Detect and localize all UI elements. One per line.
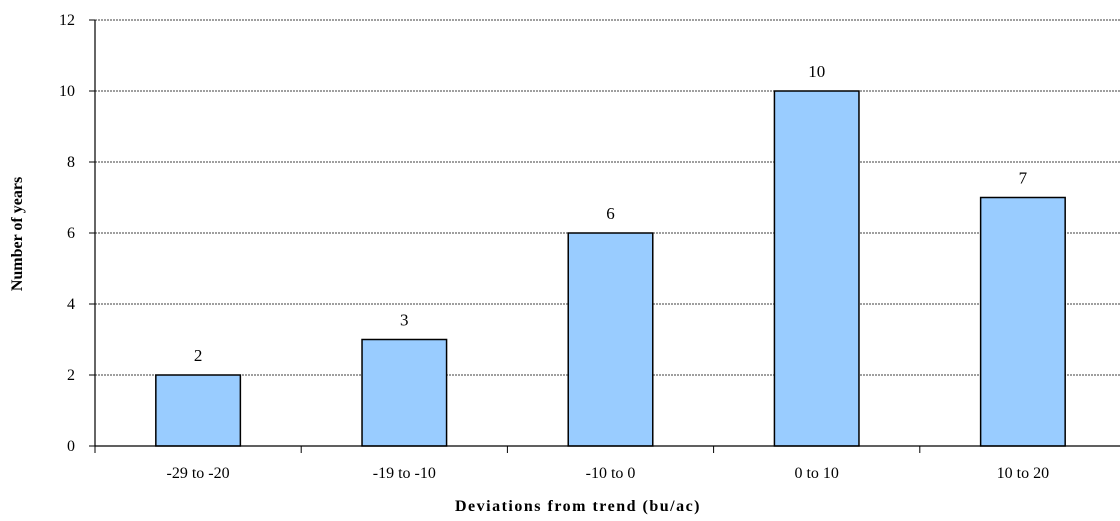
bar — [361, 338, 448, 447]
bars — [155, 90, 1066, 447]
gridlines — [95, 19, 1120, 376]
y-tick-label: 0 — [67, 438, 75, 455]
y-tick-label: 2 — [67, 367, 75, 384]
x-tick-label: 0 to 10 — [794, 465, 838, 482]
data-label: 7 — [1019, 169, 1028, 188]
bar — [155, 374, 242, 447]
y-tick-label: 10 — [59, 83, 75, 100]
x-tick-label: -19 to -10 — [373, 465, 436, 482]
x-tick-labels: -29 to -20 -19 to -10 -10 to 0 0 to 10 10 to… — [167, 465, 1050, 482]
data-label: 3 — [400, 311, 409, 330]
y-axis-title: Number of years — [9, 177, 26, 291]
bar — [567, 232, 654, 447]
y-tick-label: 12 — [59, 12, 75, 29]
data-label: 10 — [808, 62, 825, 81]
x-axis-title: Deviations from trend (bu/ac) — [455, 498, 701, 515]
y-tick-label: 6 — [67, 225, 75, 242]
data-label: 2 — [194, 346, 203, 365]
y-tick-label: 8 — [67, 154, 75, 171]
x-tick-label: -10 to 0 — [586, 465, 636, 482]
bar — [979, 196, 1066, 447]
data-label: 6 — [606, 204, 615, 223]
axes — [89, 19, 1120, 453]
x-tick-label: 10 to 20 — [997, 465, 1049, 482]
y-tick-labels: 0 2 4 6 8 10 12 — [59, 12, 75, 455]
y-tick-label: 4 — [67, 296, 75, 313]
bar — [773, 90, 860, 447]
x-tick-label: -29 to -20 — [167, 465, 230, 482]
data-labels: 2 3 6 10 7 — [194, 62, 1028, 365]
